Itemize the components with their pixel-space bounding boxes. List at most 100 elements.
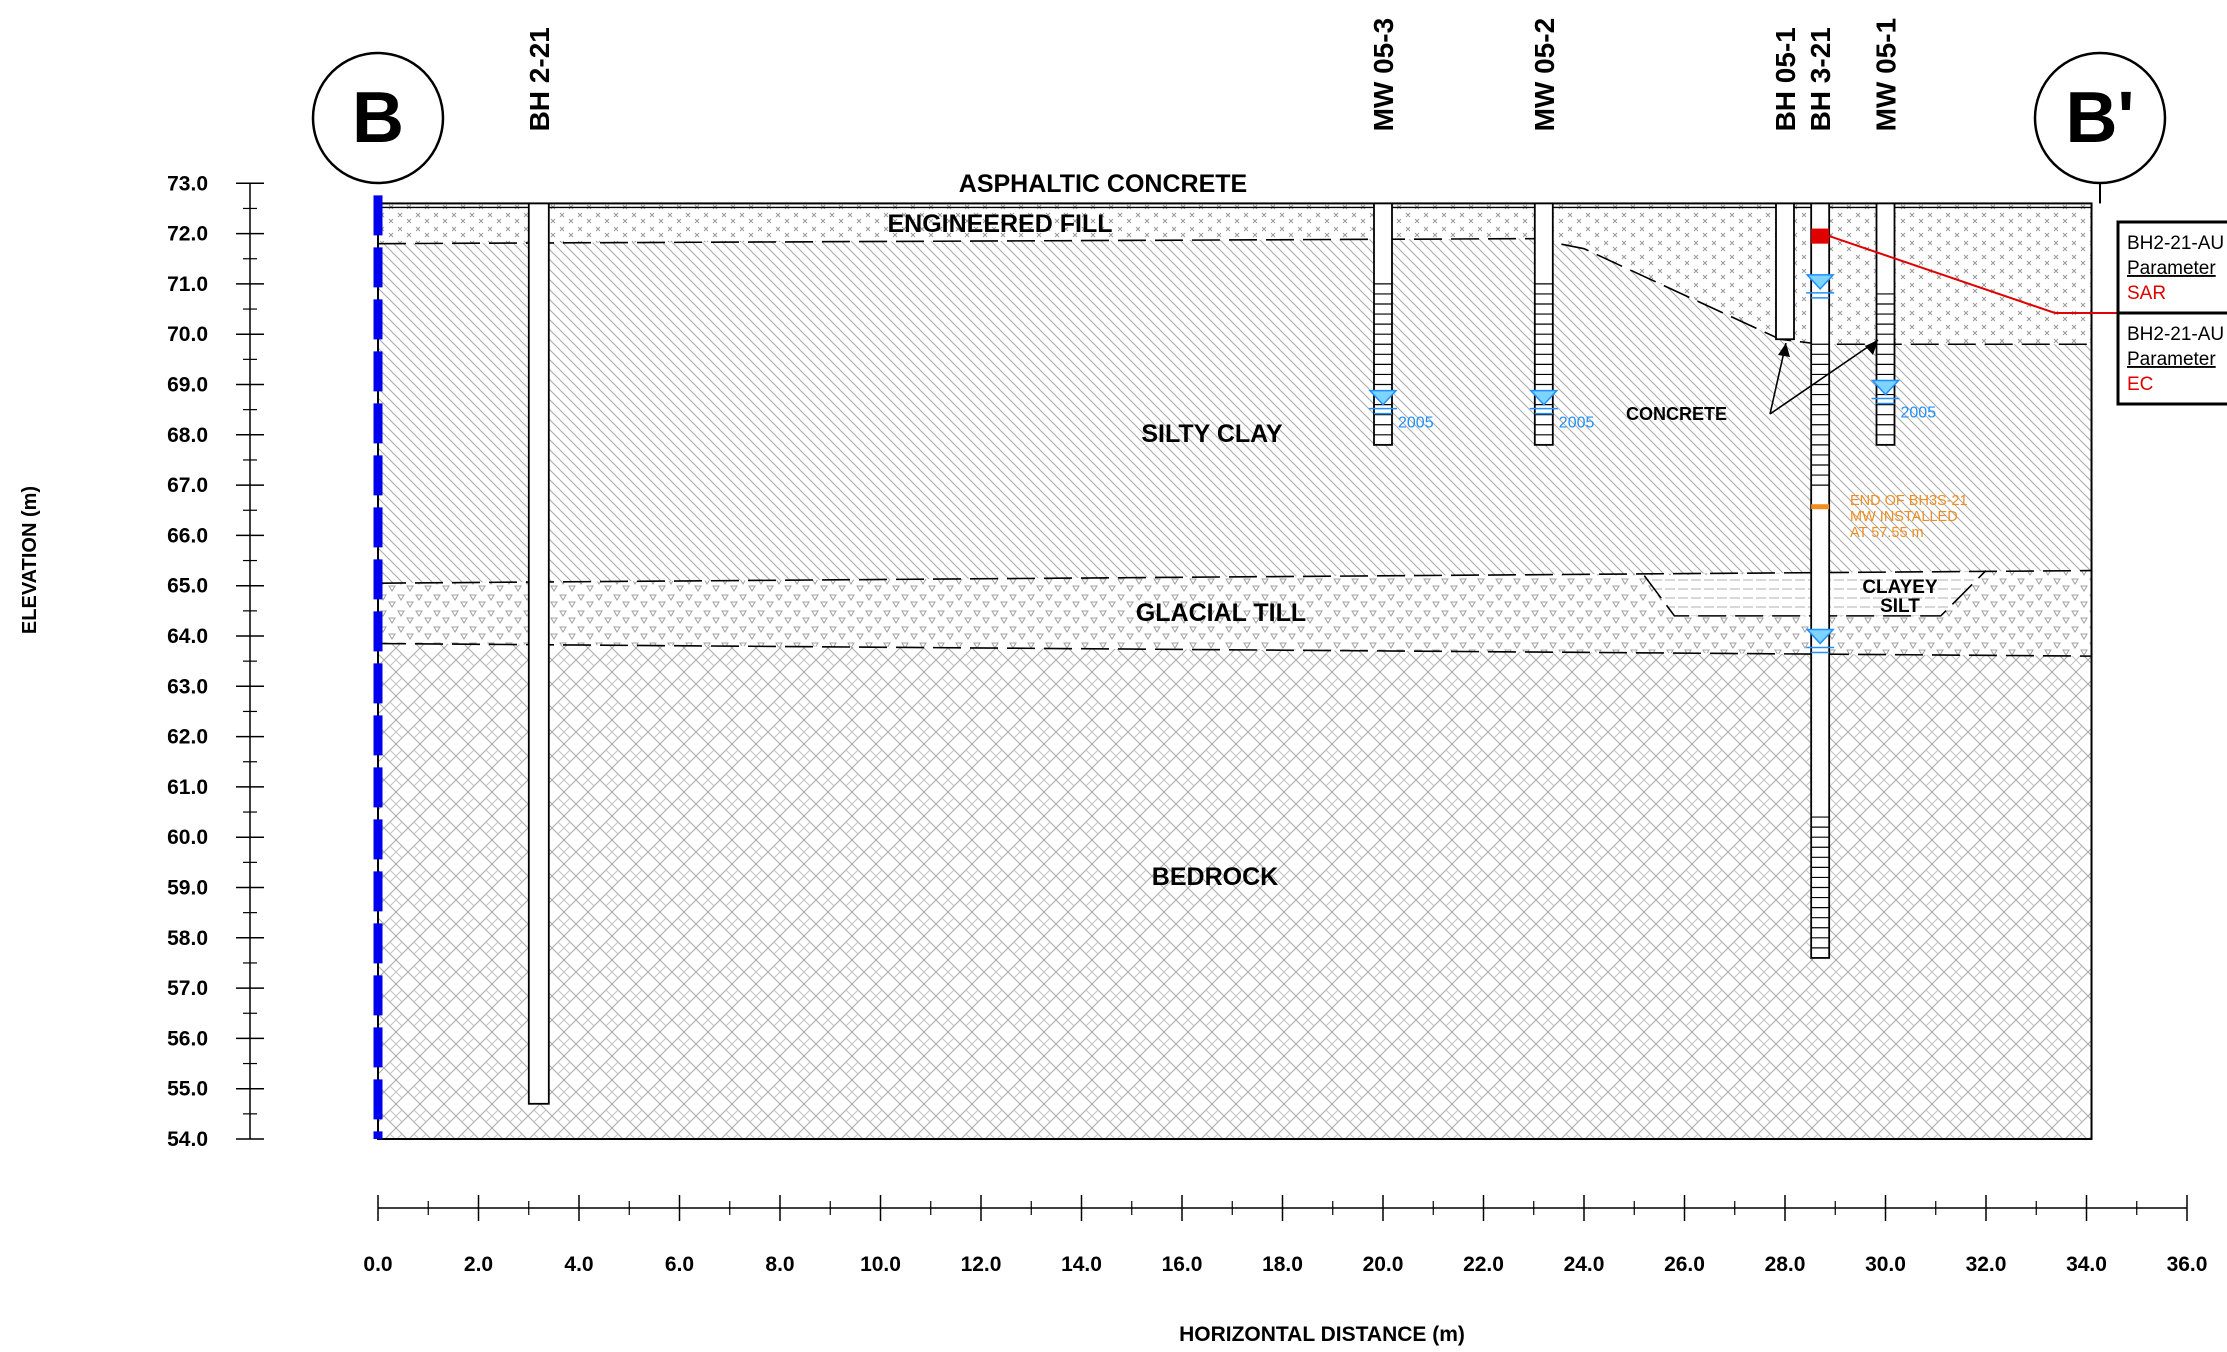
y-tick-label: 70.0 <box>167 323 208 346</box>
result-sample-id: BH2-21-AU <box>2127 233 2224 254</box>
y-tick-label: 63.0 <box>167 675 208 698</box>
borehole-label: MW 05-2 <box>1529 18 1560 132</box>
x-tick-label: 4.0 <box>564 1253 593 1276</box>
x-tick-label: 28.0 <box>1765 1253 1806 1276</box>
silty-clay-hatch <box>378 238 2092 584</box>
layer-label: SILTY CLAY <box>1141 420 1283 448</box>
y-tick-label: 57.0 <box>167 977 208 1000</box>
x-tick-label: 14.0 <box>1061 1253 1102 1276</box>
x-tick-label: 8.0 <box>765 1253 794 1276</box>
x-tick-label: 18.0 <box>1262 1253 1303 1276</box>
water-level-icon <box>1529 389 1559 406</box>
borehole-label: MW 05-3 <box>1368 18 1399 132</box>
y-tick-label: 60.0 <box>167 826 208 849</box>
layer-label: CLAYEY <box>1862 577 1938 598</box>
y-tick-label: 62.0 <box>167 726 208 749</box>
clay-base-boundary <box>377 569 2092 584</box>
section-start-label: B <box>352 78 404 158</box>
end-of-bh3s-note: MW INSTALLED <box>1850 509 1958 525</box>
result-parameter-label: Parameter <box>2127 349 2216 370</box>
y-axis-label: ELEVATION (m) <box>19 486 41 634</box>
exceedance-leader <box>1828 235 2118 314</box>
y-tick-label: 54.0 <box>167 1128 208 1151</box>
y-tick-label: 56.0 <box>167 1027 208 1050</box>
water-level-year: 2005 <box>1559 415 1595 432</box>
result-parameter: EC <box>2127 374 2153 395</box>
borehole-column <box>1775 202 1795 341</box>
layer-label: GLACIAL TILL <box>1136 599 1306 627</box>
x-tick-label: 36.0 <box>2167 1253 2208 1276</box>
engineered-fill-hatch <box>378 203 2092 345</box>
y-tick-label: 71.0 <box>167 273 208 296</box>
concrete-arrowhead <box>1865 340 1878 355</box>
section-start-bubble <box>311 51 445 185</box>
y-tick-label: 61.0 <box>167 776 208 799</box>
x-tick-label: 26.0 <box>1664 1253 1705 1276</box>
till-base-boundary <box>377 642 2092 657</box>
y-tick-label: 68.0 <box>167 424 208 447</box>
x-tick-label: 32.0 <box>1966 1253 2007 1276</box>
y-tick-label: 72.0 <box>167 223 208 246</box>
water-level-icon <box>1870 379 1901 396</box>
borehole-column <box>527 202 550 1105</box>
y-tick-label: 65.0 <box>167 575 208 598</box>
layer-labels: ASPHALTIC CONCRETE ENGINEERED FILL SILTY C… <box>887 170 1937 891</box>
borehole-label: BH 3-21 <box>1805 27 1836 131</box>
exceedance-sample <box>1811 228 1830 244</box>
y-tick-label: 64.0 <box>167 625 208 648</box>
y-tick-label: 67.0 <box>167 474 208 497</box>
y-tick-label: 66.0 <box>167 524 208 547</box>
section-end-label: B' <box>2065 78 2134 158</box>
elevation-axis: 73.0 72.0 71.0 70.0 69.0 68.0 67.0 66.0 65.0 64.0… <box>167 172 264 1151</box>
water-level-year: 2005 <box>1398 415 1434 432</box>
bh3s-end-mark <box>1811 504 1830 510</box>
water-level-icon <box>1805 274 1835 291</box>
distance-axis: 0.0 2.0 4.0 6.0 8.0 10.0 12.0 14.0 16.0 18.0 20.0 2… <box>363 1195 2207 1276</box>
x-tick-label: 34.0 <box>2066 1253 2107 1276</box>
x-tick-label: 24.0 <box>1564 1253 1605 1276</box>
end-of-bh3s-note: AT 57.55 m <box>1850 525 1924 541</box>
layer-label: ASPHALTIC CONCRETE <box>959 170 1247 198</box>
fill-base-boundary <box>377 237 2092 346</box>
water-level-icon <box>1805 628 1835 645</box>
result-parameter-label: Parameter <box>2127 258 2216 279</box>
result-sample-id: BH2-21-AU <box>2127 324 2224 345</box>
y-tick-label: 55.0 <box>167 1078 208 1101</box>
concrete-leader <box>1769 339 1879 415</box>
x-tick-label: 30.0 <box>1865 1253 1906 1276</box>
water-level-icon <box>1368 389 1398 406</box>
bedrock-hatch <box>378 643 2092 1139</box>
section-markers: B B' <box>311 51 2167 1139</box>
x-tick-label: 10.0 <box>860 1253 901 1276</box>
x-axis-label: HORIZONTAL DISTANCE (m) <box>1179 1323 1465 1346</box>
x-tick-label: 20.0 <box>1363 1253 1404 1276</box>
x-tick-label: 2.0 <box>464 1253 493 1276</box>
x-tick-label: 6.0 <box>665 1253 694 1276</box>
x-tick-label: 16.0 <box>1162 1253 1203 1276</box>
layer-boundaries <box>377 206 2092 657</box>
x-tick-label: 22.0 <box>1463 1253 1504 1276</box>
soil-layers <box>377 202 2093 1141</box>
borehole-column <box>1810 202 1831 959</box>
layer-label: ENGINEERED FILL <box>887 210 1112 238</box>
clayey-silt-boundary <box>1643 570 1987 617</box>
y-tick-label: 73.0 <box>167 172 208 195</box>
result-parameter: SAR <box>2127 283 2166 304</box>
layer-label: BEDROCK <box>1152 863 1278 891</box>
water-level-year: 2005 <box>1901 405 1937 422</box>
borehole-label: BH 2-21 <box>524 27 555 131</box>
y-tick-label: 69.0 <box>167 374 208 397</box>
borehole-label: MW 05-1 <box>1871 18 1902 132</box>
section-end-bubble <box>2033 51 2167 185</box>
y-tick-label: 59.0 <box>167 877 208 900</box>
layer-label: SILT <box>1880 596 1920 617</box>
boreholes: BH 2-21 2005 MW 05-3 2005 MW 05-2 BH 05-1 BH 3… <box>524 18 1937 1105</box>
x-tick-label: 12.0 <box>961 1253 1002 1276</box>
concrete-arrowhead <box>1778 343 1790 357</box>
x-tick-label: 0.0 <box>363 1253 392 1276</box>
borehole-label: BH 05-1 <box>1770 27 1801 131</box>
end-of-bh3s-note: END OF BH3S-21 <box>1850 493 1968 509</box>
y-tick-label: 58.0 <box>167 927 208 950</box>
